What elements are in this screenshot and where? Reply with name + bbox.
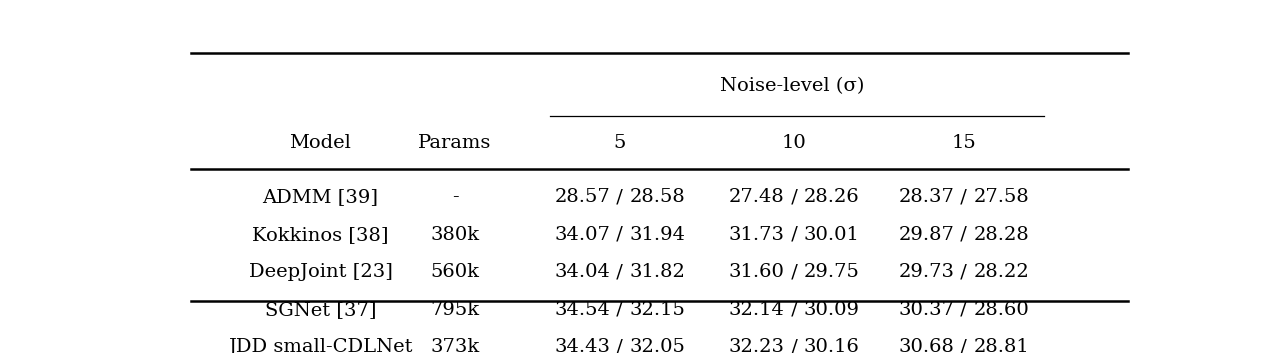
Text: /: / xyxy=(785,338,804,353)
Text: /: / xyxy=(955,301,973,319)
Text: /: / xyxy=(955,263,973,281)
Text: 32.23: 32.23 xyxy=(728,338,785,353)
Text: 29.73: 29.73 xyxy=(898,263,955,281)
Text: 30.09: 30.09 xyxy=(804,301,860,319)
Text: 10: 10 xyxy=(782,134,807,152)
Text: 27.58: 27.58 xyxy=(973,188,1030,206)
Text: /: / xyxy=(610,263,629,281)
Text: 373k: 373k xyxy=(430,338,480,353)
Text: Noise-level (σ): Noise-level (σ) xyxy=(719,77,864,95)
Text: 30.16: 30.16 xyxy=(804,338,860,353)
Text: 30.01: 30.01 xyxy=(804,226,860,244)
Text: 28.26: 28.26 xyxy=(804,188,860,206)
Text: /: / xyxy=(954,226,973,244)
Text: JDD small-CDLNet: JDD small-CDLNet xyxy=(228,338,413,353)
Text: 31.60: 31.60 xyxy=(728,263,785,281)
Text: 560k: 560k xyxy=(431,263,480,281)
Text: /: / xyxy=(954,338,973,353)
Text: /: / xyxy=(785,226,804,244)
Text: DeepJoint [23]: DeepJoint [23] xyxy=(248,263,393,281)
Text: 380k: 380k xyxy=(431,226,480,244)
Text: /: / xyxy=(785,263,804,281)
Text: 31.82: 31.82 xyxy=(629,263,685,281)
Text: Model: Model xyxy=(290,134,351,152)
Text: 32.05: 32.05 xyxy=(629,338,685,353)
Text: 30.37: 30.37 xyxy=(898,301,955,319)
Text: 15: 15 xyxy=(951,134,976,152)
Text: 34.43: 34.43 xyxy=(555,338,610,353)
Text: 28.58: 28.58 xyxy=(629,188,685,206)
Text: 31.94: 31.94 xyxy=(629,226,685,244)
Text: 29.75: 29.75 xyxy=(804,263,860,281)
Text: /: / xyxy=(610,338,629,353)
Text: /: / xyxy=(785,301,804,319)
Text: 32.15: 32.15 xyxy=(629,301,685,319)
Text: /: / xyxy=(610,226,629,244)
Text: 28.37: 28.37 xyxy=(898,188,954,206)
Text: /: / xyxy=(610,301,629,319)
Text: Params: Params xyxy=(418,134,492,152)
Text: 28.60: 28.60 xyxy=(973,301,1030,319)
Text: /: / xyxy=(954,188,973,206)
Text: 28.57: 28.57 xyxy=(555,188,610,206)
Text: 795k: 795k xyxy=(431,301,480,319)
Text: 27.48: 27.48 xyxy=(728,188,785,206)
Text: 28.81: 28.81 xyxy=(973,338,1030,353)
Text: Kokkinos [38]: Kokkinos [38] xyxy=(252,226,389,244)
Text: 28.28: 28.28 xyxy=(973,226,1030,244)
Text: 30.68: 30.68 xyxy=(898,338,954,353)
Text: /: / xyxy=(610,188,629,206)
Text: ADMM [39]: ADMM [39] xyxy=(263,188,378,206)
Text: /: / xyxy=(785,188,804,206)
Text: 34.07: 34.07 xyxy=(555,226,610,244)
Text: 28.22: 28.22 xyxy=(973,263,1030,281)
Text: 31.73: 31.73 xyxy=(728,226,785,244)
Text: 34.54: 34.54 xyxy=(555,301,610,319)
Text: 32.14: 32.14 xyxy=(728,301,785,319)
Text: -: - xyxy=(452,188,458,206)
Text: SGNet [37]: SGNet [37] xyxy=(265,301,376,319)
Text: 34.04: 34.04 xyxy=(555,263,610,281)
Text: 29.87: 29.87 xyxy=(898,226,954,244)
Text: 5: 5 xyxy=(614,134,625,152)
